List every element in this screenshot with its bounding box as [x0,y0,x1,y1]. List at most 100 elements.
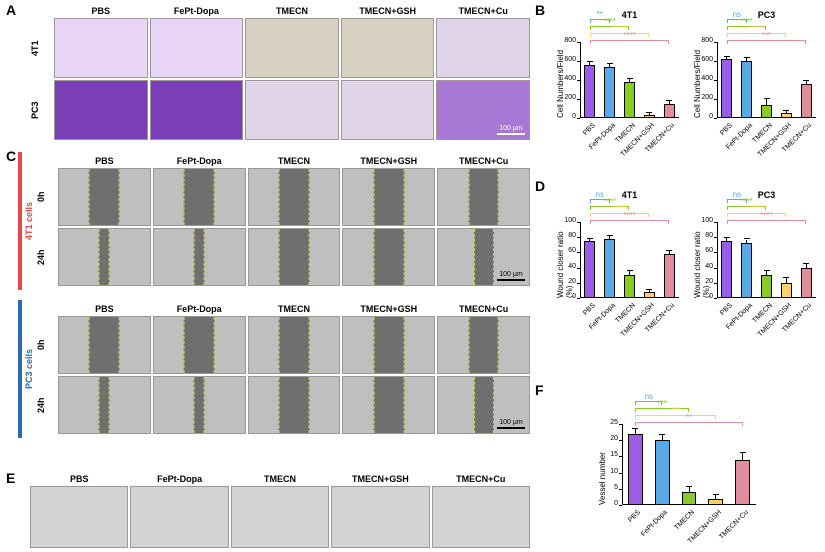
bar [708,499,723,505]
col-header: TMECN [245,6,339,16]
col-header: TMECN+Cu [437,304,530,314]
micrograph-a [341,80,435,140]
micrograph-a [54,80,148,140]
y-tick-label: 40 [705,263,713,270]
col-header: TMECN [231,474,329,484]
micrograph-c [58,376,151,434]
col-header: TMECN+GSH [341,6,435,16]
micrograph-c [342,228,435,286]
micrograph-c [342,316,435,374]
col-header: TMECN [248,304,341,314]
micrograph-a [436,18,530,78]
scale-bar: 100 μm [497,125,525,135]
time-label: 24h [36,376,56,434]
y-tick-label: 0 [614,500,618,507]
micrograph-a [54,18,148,78]
col-header: TMECN+GSH [342,156,435,166]
y-tick-label: 400 [564,75,576,82]
micrograph-a [245,80,339,140]
x-tick-label: TMECN+Cu [636,122,676,162]
col-header: PBS [54,6,148,16]
time-label: 0h [36,316,56,374]
micrograph-a [341,18,435,78]
micrograph-a [150,18,244,78]
y-tick-label: 80 [705,232,713,239]
col-header: FePt-Dopa [153,304,246,314]
bar [801,268,812,298]
panel-c: 4T1 cells PBS FePt-Dopa TMECN TMECN+GSH … [18,152,530,438]
y-tick-label: 200 [564,94,576,101]
micrograph-a [245,18,339,78]
scale-bar: 100 μm [497,271,525,281]
bar [584,65,595,118]
col-header: TMECN+GSH [342,304,435,314]
bar [655,440,670,505]
col-header: FePt-Dopa [130,474,228,484]
micrograph-c [437,168,530,226]
sig-label: ** [677,413,701,422]
micrograph-c [153,168,246,226]
panel-label-f: F [535,382,544,398]
y-tick-label: 800 [701,37,713,44]
micrograph-c [437,316,530,374]
panel-label-a: A [6,2,16,18]
y-tick-label: 5 [614,484,618,491]
col-header: TMECN+Cu [436,6,530,16]
time-label: 24h [36,228,56,286]
y-tick-label: 10 [610,468,618,475]
y-tick-label: 100 [701,217,713,224]
micrograph-c [153,228,246,286]
c-block-label-pc3: PC3 cells [24,300,36,438]
micrograph-e [130,486,228,548]
y-tick-label: 20 [705,278,713,285]
bar [624,82,635,118]
bar [761,275,772,298]
micrograph-c [248,316,341,374]
y-tick-label: 80 [568,232,576,239]
bar [604,239,615,298]
y-tick-label: 400 [701,75,713,82]
micrograph-c [153,316,246,374]
chart-b-pc3: PC3Cell Numbers/Field0200400600800PBSFeP… [695,10,820,160]
micrograph-e [30,486,128,548]
y-tick-label: 0 [709,293,713,300]
chart-b-4t1: 4T1Cell Numbers/Field0200400600800PBSFeP… [558,10,683,160]
y-tick-label: 800 [564,37,576,44]
micrograph-e [432,486,530,548]
micrograph-c [58,168,151,226]
micrograph-c [342,376,435,434]
bar [741,61,752,118]
col-header: TMECN+GSH [331,474,429,484]
y-tick-label: 600 [564,56,576,63]
micrograph-c [153,376,246,434]
axis-label-y: Vessel number [598,424,607,505]
y-tick-label: 40 [568,263,576,270]
col-header: FePt-Dopa [153,156,246,166]
y-tick-label: 25 [610,419,618,426]
y-tick-label: 0 [572,293,576,300]
bar [721,241,732,298]
bar [781,283,792,298]
y-tick-label: 100 [564,217,576,224]
y-tick-label: 60 [568,247,576,254]
bar [664,254,675,298]
col-header: TMECN+Cu [432,474,530,484]
col-header: FePt-Dopa [150,6,244,16]
micrograph-c [58,228,151,286]
bar [644,115,655,118]
col-header: PBS [30,474,128,484]
bar [624,275,635,298]
micrograph-c [58,316,151,374]
panel-e: PBS FePt-Dopa TMECN TMECN+GSH TMECN+Cu [30,474,530,548]
y-tick-label: 15 [610,451,618,458]
y-tick-label: 20 [568,278,576,285]
micrograph-c [248,168,341,226]
chart-d-4t1: 4T1Wound closer ratio (%)020406080100PBS… [558,190,683,340]
x-tick-label: TMECN+Cu [636,302,676,342]
scale-bar: 100 μm [497,419,525,429]
panel-a: PBS FePt-Dopa TMECN TMECN+GSH TMECN+Cu 4… [30,6,530,140]
bar [781,113,792,118]
time-label: 0h [36,168,56,226]
c-block-label-4t1: 4T1 cells [24,152,36,290]
micrograph-a [150,80,244,140]
